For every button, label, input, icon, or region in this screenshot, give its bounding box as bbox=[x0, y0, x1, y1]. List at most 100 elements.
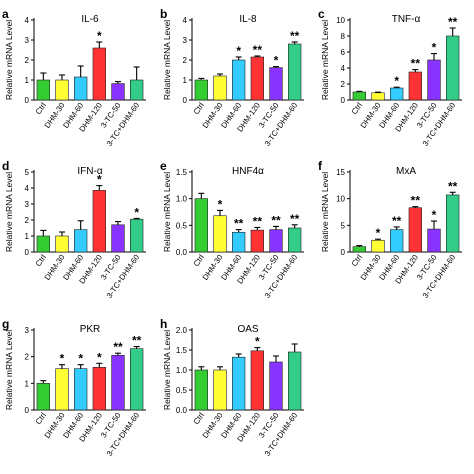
bar bbox=[55, 235, 69, 253]
y-tick-label: 3 bbox=[25, 326, 30, 335]
y-tick-label: 1 bbox=[25, 379, 30, 388]
bar bbox=[111, 355, 125, 411]
bar bbox=[36, 235, 50, 253]
bar bbox=[250, 350, 264, 411]
significance-marker: ** bbox=[392, 214, 402, 228]
bar bbox=[213, 215, 227, 253]
panel-title: IL-6 bbox=[81, 14, 99, 25]
category-label: Ctrl bbox=[192, 411, 206, 426]
bar bbox=[74, 368, 88, 411]
significance-marker: ** bbox=[448, 179, 458, 193]
bar bbox=[250, 229, 264, 253]
y-tick-label: 2 bbox=[25, 216, 30, 225]
y-tick-label: 2 bbox=[25, 56, 30, 65]
y-axis-label: Relative mRNA Level bbox=[162, 172, 172, 252]
bar bbox=[130, 218, 144, 253]
significance-marker: * bbox=[218, 197, 223, 211]
category-label: Ctrl bbox=[34, 253, 48, 268]
bar bbox=[111, 83, 125, 101]
panel-e: e HNF4α Relative mRNA Level 0.0 0.5 1.0 1.5 Ctr… bbox=[160, 159, 304, 300]
bar bbox=[74, 229, 88, 253]
y-tick-label: 2.0 bbox=[176, 326, 188, 335]
panel-title: PKR bbox=[80, 324, 101, 335]
significance-marker: * bbox=[394, 74, 399, 88]
panel-label: e bbox=[160, 159, 167, 173]
significance-marker: * bbox=[97, 350, 102, 364]
y-tick-label: 0 bbox=[341, 96, 346, 105]
panel-h: h OAS Relative mRNA Level 0.0 0.5 1.0 1.5 2.0 Ct… bbox=[160, 317, 304, 458]
y-tick-label: 1.0 bbox=[176, 195, 188, 204]
y-tick-label: 1 bbox=[25, 76, 30, 85]
panel-title: IL-8 bbox=[239, 14, 257, 25]
bar bbox=[213, 369, 227, 411]
bar bbox=[371, 92, 385, 101]
y-axis-label: Relative mRNA Level bbox=[162, 20, 172, 100]
bar bbox=[250, 56, 264, 101]
panel-title: IFN-α bbox=[77, 166, 102, 177]
bar bbox=[36, 383, 50, 411]
bar bbox=[130, 79, 144, 101]
y-tick-label: 3 bbox=[183, 36, 188, 45]
bar bbox=[269, 67, 283, 101]
y-tick-label: 1.5 bbox=[176, 168, 188, 177]
bar bbox=[269, 229, 283, 253]
significance-marker: ** bbox=[411, 194, 421, 208]
bar bbox=[288, 43, 302, 101]
bar bbox=[427, 59, 441, 101]
bar bbox=[194, 369, 208, 411]
y-tick-label: 0 bbox=[25, 406, 30, 415]
panel-title: MxA bbox=[396, 166, 416, 177]
bar bbox=[446, 35, 460, 101]
y-tick-label: 0.0 bbox=[176, 406, 188, 415]
panel-title: TNF-α bbox=[392, 14, 421, 25]
panel-label: f bbox=[318, 159, 323, 173]
y-tick-label: 3 bbox=[25, 200, 30, 209]
y-tick-label: 6 bbox=[341, 48, 346, 57]
significance-marker: * bbox=[274, 54, 279, 68]
y-axis-label: Relative mRNA Level bbox=[4, 330, 14, 410]
y-tick-label: 0 bbox=[341, 248, 346, 257]
y-tick-label: 4 bbox=[183, 16, 188, 25]
bar bbox=[232, 231, 246, 253]
y-axis-label: Relative mRNA Level bbox=[320, 20, 330, 100]
bar bbox=[427, 228, 441, 253]
y-axis-label: Relative mRNA Level bbox=[162, 330, 172, 410]
significance-marker: * bbox=[432, 41, 437, 55]
y-tick-label: 1 bbox=[183, 76, 188, 85]
category-label: Ctrl bbox=[192, 101, 206, 116]
bar bbox=[194, 198, 208, 253]
bar bbox=[92, 190, 106, 253]
bar bbox=[213, 75, 227, 101]
panel-label: a bbox=[2, 7, 9, 21]
category-label: Ctrl bbox=[34, 411, 48, 426]
significance-marker: * bbox=[60, 352, 65, 366]
significance-marker: * bbox=[97, 29, 102, 43]
y-tick-label: 10 bbox=[336, 16, 345, 25]
y-axis-label: Relative mRNA Level bbox=[320, 172, 330, 252]
bar bbox=[390, 229, 404, 253]
y-tick-label: 4 bbox=[341, 64, 346, 73]
bar bbox=[55, 368, 69, 411]
bar bbox=[232, 59, 246, 101]
y-tick-label: 10 bbox=[336, 195, 345, 204]
y-tick-label: 0 bbox=[25, 248, 30, 257]
bar bbox=[269, 361, 283, 411]
y-axis-label: Relative mRNA Level bbox=[4, 172, 14, 252]
y-tick-label: 8 bbox=[341, 32, 346, 41]
category-label: Ctrl bbox=[350, 253, 364, 268]
bar bbox=[130, 348, 144, 411]
significance-marker: ** bbox=[253, 43, 263, 57]
bar bbox=[371, 239, 385, 253]
significance-marker: ** bbox=[132, 334, 142, 348]
y-tick-label: 1.5 bbox=[176, 346, 188, 355]
significance-marker: ** bbox=[271, 213, 281, 227]
bar bbox=[446, 194, 460, 253]
y-tick-label: 15 bbox=[336, 168, 345, 177]
